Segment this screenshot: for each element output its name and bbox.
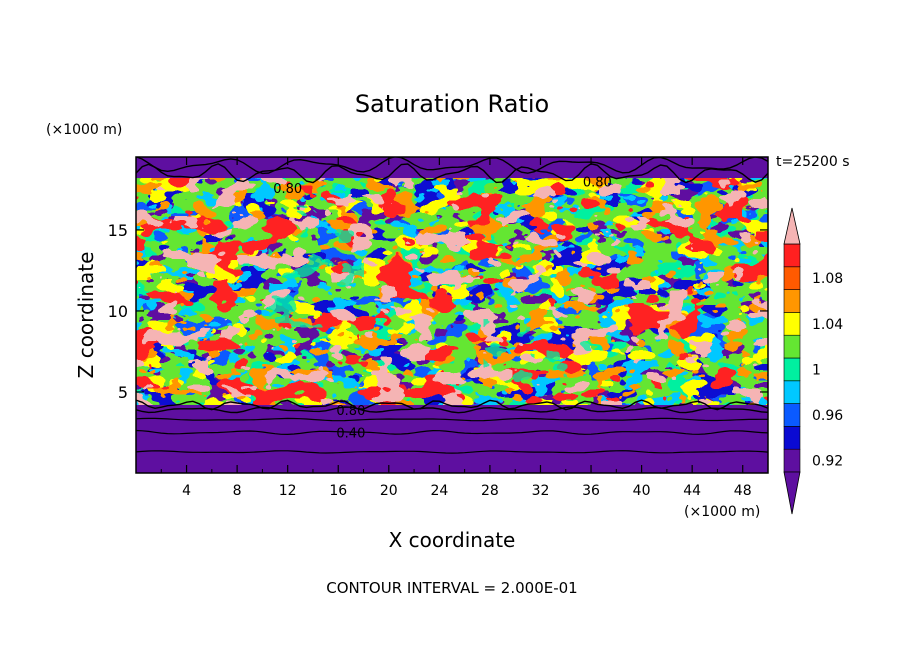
time-label: t=25200 s xyxy=(776,154,850,170)
x-tick-label: 12 xyxy=(279,483,297,499)
x-tick-label: 40 xyxy=(633,483,651,499)
contour-lines xyxy=(136,157,768,454)
colorbar-segment xyxy=(783,243,801,268)
colorbar-segment xyxy=(783,448,801,473)
contour-label: 0.80 xyxy=(273,182,302,197)
y-axis-ticks: 5 10 15 xyxy=(108,221,768,402)
x-tick-label: 44 xyxy=(683,483,701,499)
x-tick-label: 36 xyxy=(582,483,600,499)
x-tick-label: 48 xyxy=(734,483,752,499)
x-tick-label: 4 xyxy=(182,483,191,499)
chart-title: Saturation Ratio xyxy=(355,90,549,118)
x-tick-label: 28 xyxy=(481,483,499,499)
colorbar-segment xyxy=(783,357,801,382)
field-column xyxy=(483,319,535,405)
contour-label: 0.40 xyxy=(336,426,365,441)
contour-label: 0.80 xyxy=(583,175,612,190)
y-unit-label: (×1000 m) xyxy=(46,122,122,138)
colorbar-tick-label: 1.08 xyxy=(812,271,843,287)
plot-frame xyxy=(135,156,769,474)
x-tick-label: 32 xyxy=(532,483,550,499)
colorbar-segment xyxy=(783,289,801,313)
colorbar-segment xyxy=(783,380,801,404)
colorbar-tick-label: 0.92 xyxy=(812,454,843,470)
y-tick-label: 10 xyxy=(108,302,128,321)
y-axis-label: Z coordinate xyxy=(74,252,98,379)
colorbar-over-triangle xyxy=(783,207,801,245)
field-column xyxy=(268,205,364,328)
colorbar-tick-label: 1 xyxy=(812,362,821,378)
x-axis-label: X coordinate xyxy=(389,528,516,552)
x-tick-label: 20 xyxy=(380,483,398,499)
colorbar-segment xyxy=(783,334,801,359)
contour-line xyxy=(136,157,768,175)
heatmap-field xyxy=(136,157,768,473)
colorbar-segment xyxy=(783,426,801,450)
y-tick-label: 5 xyxy=(118,383,128,402)
colorbar-segment xyxy=(783,312,801,336)
x-unit-label: (×1000 m) xyxy=(684,504,760,520)
colorbar-segment xyxy=(783,266,801,290)
x-tick-label: 8 xyxy=(233,483,242,499)
contour-line xyxy=(136,399,768,411)
field-column xyxy=(546,319,592,405)
x-tick-label: 16 xyxy=(329,483,347,499)
contour-line xyxy=(136,450,768,454)
x-tick-label: 24 xyxy=(430,483,448,499)
colorbar-tick-label: 1.04 xyxy=(812,317,843,333)
colorbar-tick-label: 0.96 xyxy=(812,408,843,424)
colorbar-segment xyxy=(783,403,801,427)
contour-interval-footer: CONTOUR INTERVAL = 2.000E-01 xyxy=(326,579,577,597)
colorbar-under-triangle xyxy=(783,471,801,515)
field-layer xyxy=(136,178,768,405)
x-axis-ticks: 4 8 12 16 20 24 28 32 36 40 44 48 xyxy=(160,157,752,499)
contour-line xyxy=(136,429,768,436)
colorbar: 0.92 0.96 1 1.04 1.08 xyxy=(783,207,843,515)
contour-labels: 0.80 0.80 0.80 0.40 xyxy=(273,175,612,441)
contour-line xyxy=(136,163,768,184)
contour-label: 0.80 xyxy=(336,404,365,419)
contour-line xyxy=(136,417,768,422)
y-tick-label: 15 xyxy=(108,221,128,240)
